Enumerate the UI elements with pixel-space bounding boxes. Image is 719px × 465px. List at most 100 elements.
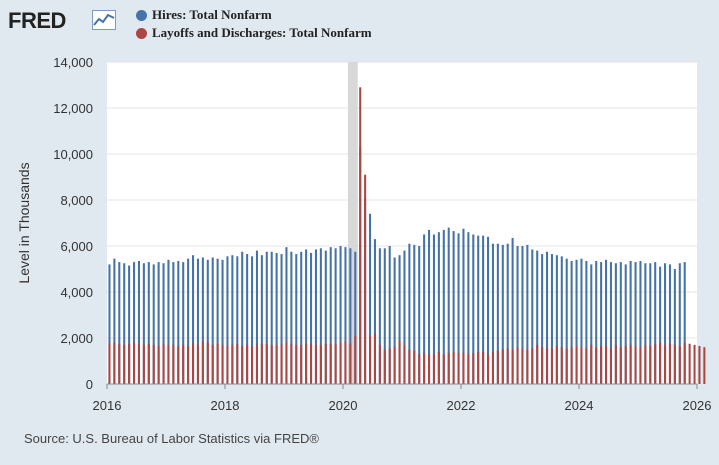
bar-hires (511, 237, 514, 384)
bar-hires (334, 248, 337, 384)
bar-layoffs (373, 333, 376, 384)
bar-hires (216, 258, 219, 384)
recession-shading (347, 62, 358, 384)
y-tick-label: 2,000 (60, 331, 93, 346)
bar-layoffs (664, 344, 667, 384)
bar-hires (300, 251, 303, 384)
y-tick-label: 10,000 (53, 147, 93, 162)
bar-layoffs (354, 335, 357, 384)
bar-layoffs (447, 352, 450, 384)
bar-hires (585, 260, 588, 384)
bar-layoffs (654, 343, 657, 384)
bar-layoffs (359, 87, 362, 385)
bar-hires (310, 252, 313, 384)
bar-layoffs (133, 342, 136, 384)
y-tick-label: 0 (86, 377, 93, 392)
bar-hires (408, 243, 411, 384)
bar-layoffs (673, 344, 676, 384)
bar-layoffs (378, 344, 381, 384)
x-tick-label: 2022 (447, 398, 476, 413)
bar-layoffs (600, 346, 603, 384)
y-tick-label: 14,000 (53, 55, 93, 70)
bar-hires (423, 234, 426, 384)
bar-hires (152, 264, 155, 384)
bar-hires (275, 252, 278, 384)
fred-logo[interactable]: FRED (8, 8, 66, 33)
bar-layoffs (619, 347, 622, 384)
bar-layoffs (324, 343, 327, 384)
bar-hires (501, 244, 504, 384)
bar-layoffs (693, 344, 696, 384)
legend-label-hires: Hires: Total Nonfarm (152, 7, 272, 22)
bar-hires (251, 256, 254, 384)
bar-hires (496, 243, 499, 384)
bar-layoffs (108, 343, 111, 384)
bar-layoffs (624, 346, 627, 384)
bar-layoffs (192, 343, 195, 384)
bar-hires (541, 254, 544, 384)
bar-hires (167, 259, 170, 384)
bar-layoffs (300, 344, 303, 384)
bar-layoffs (590, 344, 593, 384)
bar-layoffs (555, 346, 558, 384)
bar-layoffs (678, 346, 681, 384)
bar-layoffs (683, 342, 686, 384)
bar-hires (609, 262, 612, 384)
bar-layoffs (290, 343, 293, 384)
bar-hires (118, 262, 121, 384)
bar-layoffs (531, 348, 534, 384)
legend-item-hires[interactable]: Hires: Total Nonfarm (130, 6, 372, 24)
bar-hires (221, 259, 224, 384)
bar-hires (654, 262, 657, 384)
bar-layoffs (182, 344, 185, 384)
bar-hires (614, 263, 617, 384)
bar-hires (398, 255, 401, 384)
fred-trend-line-icon (92, 10, 116, 30)
bar-hires (467, 232, 470, 384)
bar-layoffs (423, 352, 426, 384)
bar-layoffs (310, 343, 313, 384)
bar-layoffs (344, 341, 347, 384)
bar-hires (491, 243, 494, 384)
bar-hires (487, 236, 490, 384)
bar-layoffs (516, 347, 519, 384)
bar-layoffs (196, 344, 199, 384)
bar-hires (393, 257, 396, 384)
bar-hires (442, 229, 445, 384)
bar-hires (128, 265, 131, 384)
bar-hires (462, 228, 465, 384)
x-tick-label: 2018 (211, 398, 240, 413)
bar-hires (664, 263, 667, 384)
bar-layoffs (575, 346, 578, 384)
x-tick-label: 2016 (93, 398, 122, 413)
bar-hires (580, 258, 583, 384)
bar-hires (452, 231, 455, 384)
bar-layoffs (334, 343, 337, 384)
bar-layoffs (560, 347, 563, 384)
bar-hires (634, 262, 637, 384)
bar-layoffs (418, 354, 421, 384)
bar-layoffs (113, 342, 116, 384)
bar-layoffs (280, 343, 283, 384)
bar-layoffs (491, 351, 494, 384)
bar-hires (678, 263, 681, 384)
legend-item-layoffs[interactable]: Layoffs and Discharges: Total Nonfarm (130, 24, 372, 42)
bar-hires (673, 269, 676, 384)
bar-layoffs (167, 344, 170, 384)
bar-layoffs (487, 354, 490, 384)
bar-hires (295, 254, 298, 384)
bar-hires (157, 262, 160, 384)
bar-layoffs (629, 344, 632, 384)
bar-hires (378, 248, 381, 384)
bar-layoffs (501, 349, 504, 384)
bar-layoffs (506, 348, 509, 384)
bar-hires (428, 229, 431, 384)
plot-area (107, 62, 697, 384)
bar-hires (349, 248, 352, 384)
bar-hires (477, 235, 480, 384)
bar-hires (659, 266, 662, 384)
legend-label-layoffs: Layoffs and Discharges: Total Nonfarm (152, 25, 372, 40)
bar-layoffs (570, 347, 573, 384)
bar-layoffs (285, 342, 288, 384)
